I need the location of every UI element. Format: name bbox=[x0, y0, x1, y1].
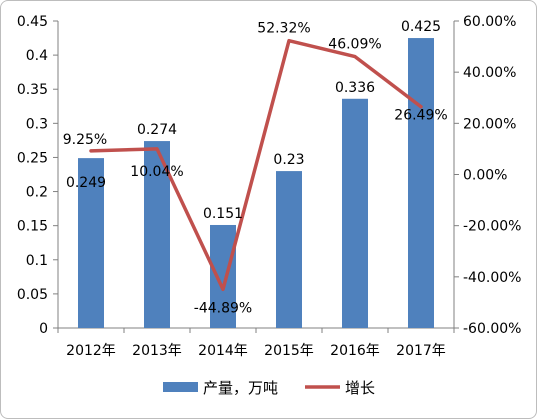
bar-data-label: 0.249 bbox=[66, 175, 106, 191]
left-tick-label: 0.3 bbox=[26, 116, 48, 132]
line-point bbox=[155, 147, 159, 151]
bar bbox=[78, 158, 104, 328]
bar bbox=[408, 38, 434, 329]
bar bbox=[210, 224, 236, 328]
left-tick-label: 0.2 bbox=[26, 185, 48, 201]
right-tick-label: 60.00% bbox=[463, 14, 516, 30]
axes: 0 0.05 0.1 0.15 0.2 0.25 0.3 0.35 0.4 0.45 -60.00%… bbox=[17, 14, 522, 359]
x-tick-label: 2017年 bbox=[396, 343, 446, 359]
bar-data-label: 0.336 bbox=[335, 80, 375, 96]
line-point bbox=[89, 149, 93, 153]
right-tick-label: 0.00% bbox=[463, 168, 507, 184]
x-tick-label: 2014年 bbox=[198, 343, 248, 359]
line-data-label: 52.32% bbox=[257, 21, 310, 37]
right-tick-label: -60.00% bbox=[463, 321, 521, 337]
x-tick-label: 2015年 bbox=[264, 343, 314, 359]
right-tick-label: -20.00% bbox=[463, 219, 521, 235]
left-tick-label: 0.25 bbox=[17, 150, 48, 166]
left-tick-label: 0.05 bbox=[17, 287, 48, 303]
right-tick-label: -40.00% bbox=[463, 270, 521, 286]
right-tick-label: 40.00% bbox=[463, 65, 516, 81]
line-point bbox=[419, 105, 423, 109]
x-tick-label: 2016年 bbox=[330, 343, 380, 359]
left-tick-label: 0 bbox=[39, 321, 48, 337]
growth-line bbox=[89, 38, 423, 292]
bar bbox=[342, 98, 368, 328]
line-point bbox=[221, 287, 225, 291]
legend-label-bar: 产量，万吨 bbox=[203, 379, 278, 397]
left-tick-label: 0.1 bbox=[26, 253, 48, 269]
line-data-label: 26.49% bbox=[394, 108, 447, 124]
line-point bbox=[353, 55, 357, 59]
line-data-label: -44.89% bbox=[194, 300, 252, 316]
bar bbox=[144, 141, 170, 328]
bar-data-label: 0.425 bbox=[401, 19, 441, 35]
data-labels-layer: 0.249 0.274 0.151 0.23 0.336 0.425 9.25% 10.04%… bbox=[63, 19, 448, 316]
right-tick-label: 20.00% bbox=[463, 116, 516, 132]
x-tick-label: 2013年 bbox=[132, 343, 182, 359]
bar-data-label: 0.274 bbox=[137, 122, 177, 138]
bar-data-label: 0.23 bbox=[273, 152, 304, 168]
legend: 产量，万吨 增长 bbox=[163, 379, 375, 397]
line-data-label: 46.09% bbox=[328, 37, 381, 53]
bar bbox=[276, 171, 302, 328]
left-tick-label: 0.35 bbox=[17, 82, 48, 98]
line-data-label: 10.04% bbox=[130, 164, 183, 180]
legend-swatch-bar bbox=[163, 382, 198, 392]
line-layer bbox=[89, 38, 423, 292]
left-tick-label: 0.15 bbox=[17, 219, 48, 235]
line-point bbox=[287, 39, 291, 43]
x-tick-label: 2012年 bbox=[66, 343, 116, 359]
left-tick-label: 0.4 bbox=[26, 48, 48, 64]
bar-data-label: 0.151 bbox=[203, 206, 243, 222]
legend-label-line: 增长 bbox=[345, 379, 375, 397]
left-tick-label: 0.45 bbox=[17, 14, 48, 30]
bars-layer bbox=[78, 38, 434, 329]
line-data-label: 9.25% bbox=[63, 132, 107, 148]
